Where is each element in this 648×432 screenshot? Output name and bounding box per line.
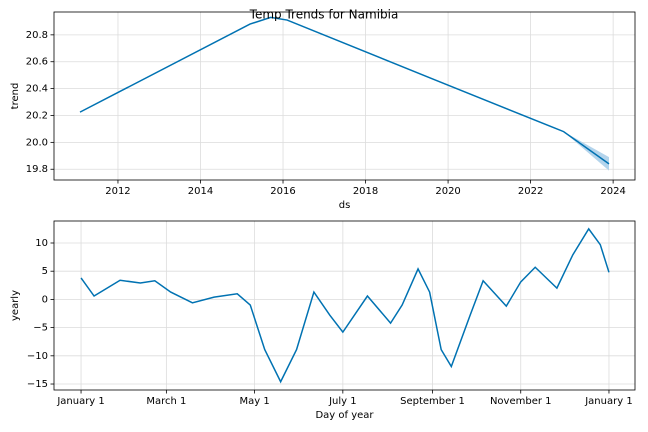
x-tick-label: 2018 xyxy=(353,186,378,197)
plot-frame xyxy=(53,220,636,391)
x-axis-label: Day of year xyxy=(315,410,374,421)
x-tick-label: 2012 xyxy=(105,186,130,197)
x-tick-label: March 1 xyxy=(146,396,186,407)
y-axis-label: trend xyxy=(10,83,21,110)
y-tick-label: 20.6 xyxy=(26,57,48,68)
x-axis-label: ds xyxy=(339,200,351,211)
x-tick-label: January 1 xyxy=(56,396,104,407)
line xyxy=(79,16,610,165)
y-tick-label: 20.8 xyxy=(26,30,48,41)
plot-frame xyxy=(53,11,636,181)
y-tick-label: 10 xyxy=(35,238,48,249)
x-tick-label: 2016 xyxy=(270,186,295,197)
y-tick-label: 0 xyxy=(42,294,48,305)
uncertainty-band xyxy=(563,131,610,171)
x-tick-label: 2022 xyxy=(518,186,543,197)
line xyxy=(80,227,610,384)
y-tick-label: 20.0 xyxy=(26,137,48,148)
y-tick-label: 20.2 xyxy=(26,110,48,121)
y-tick-label: 5 xyxy=(42,266,48,277)
x-tick-label: July 1 xyxy=(328,396,357,407)
x-tick-label: May 1 xyxy=(239,396,269,407)
y-axis-label: yearly xyxy=(10,290,21,321)
x-tick-label: 2014 xyxy=(188,186,213,197)
x-tick-label: 2020 xyxy=(435,186,460,197)
x-tick-label: 2024 xyxy=(600,186,625,197)
y-tick-label: 19.8 xyxy=(26,164,48,175)
x-tick-label: January 1 xyxy=(584,396,632,407)
chart-title: Temp Trends for Namibia xyxy=(249,8,399,22)
y-tick-label: −5 xyxy=(33,323,48,334)
x-tick-label: November 1 xyxy=(490,396,552,407)
x-tick-label: September 1 xyxy=(400,396,465,407)
y-tick-label: 20.4 xyxy=(26,84,48,95)
y-tick-label: −10 xyxy=(27,351,48,362)
y-tick-label: −15 xyxy=(27,379,48,390)
